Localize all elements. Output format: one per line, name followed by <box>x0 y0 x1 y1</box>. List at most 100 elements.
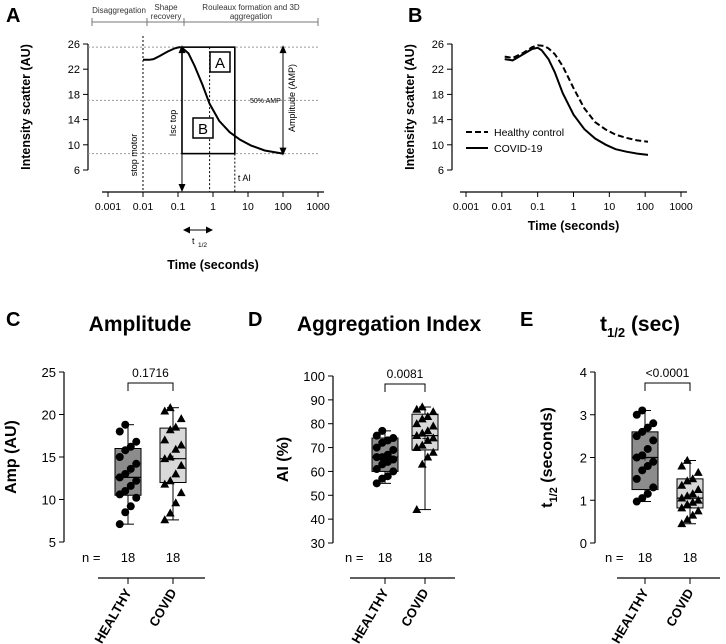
data-point <box>176 460 186 469</box>
data-point <box>160 479 170 488</box>
arrow-head <box>178 184 186 192</box>
stop-motor-label: stop motor <box>129 134 139 177</box>
data-point <box>428 447 438 456</box>
title-suffix: (sec) <box>625 313 680 336</box>
data-point <box>638 494 647 503</box>
panel-letter-d: D <box>248 309 262 331</box>
data-point <box>428 407 438 416</box>
data-point <box>171 469 181 478</box>
data-point <box>165 508 175 517</box>
legend: Healthy control COVID-19 <box>466 127 564 155</box>
data-point <box>417 414 427 423</box>
t-half-subscript: 1/2 <box>198 242 207 249</box>
data-point <box>682 514 692 523</box>
n-label: n = <box>82 550 100 565</box>
y-tick-label: 90 <box>311 393 325 408</box>
data-point <box>121 487 130 495</box>
data-point <box>677 461 687 470</box>
data-point <box>378 426 387 435</box>
data-point <box>132 437 141 446</box>
y-axis-label: AI (%) <box>275 437 292 482</box>
data-point <box>677 493 687 502</box>
y-tick-label: 4 <box>580 365 587 380</box>
y-tick-label: 1 <box>580 493 587 508</box>
significance-bracket: <0.0001 <box>644 366 691 391</box>
data-point <box>412 442 422 451</box>
data-point <box>632 432 641 441</box>
series-line-covid <box>504 46 649 156</box>
n-value: 18 <box>121 550 135 565</box>
data-point <box>412 505 422 513</box>
p-value: <0.0001 <box>646 366 690 380</box>
data-point <box>126 442 135 451</box>
data-point <box>412 431 422 440</box>
p-value: 0.0081 <box>387 367 424 381</box>
data-point <box>688 497 698 506</box>
data-point <box>693 484 703 493</box>
data-point <box>682 455 692 464</box>
y-axis-label: Intensity scatter (AU) <box>19 44 33 170</box>
phase-label-disaggregation: Disaggregation <box>92 6 146 15</box>
data-point <box>412 419 422 428</box>
arrow-head <box>279 45 287 54</box>
x-category-label: COVID <box>146 586 180 629</box>
y-tick-label: 14 <box>68 115 80 127</box>
data-point <box>423 411 433 420</box>
data-point <box>643 462 652 471</box>
data-point <box>372 453 381 462</box>
x-axis-label: Time (seconds) <box>528 219 619 233</box>
area-a-label: A <box>209 51 231 73</box>
x-axis-label: Time (seconds) <box>167 258 258 272</box>
data-point <box>649 457 658 466</box>
data-point <box>372 465 381 474</box>
t-ai-label: t AI <box>238 173 251 183</box>
y-tick-label: 10 <box>42 493 56 508</box>
data-point <box>643 423 652 432</box>
half-amp-label: 50% AMP <box>250 98 281 105</box>
data-point <box>165 403 175 412</box>
x-tick-label: 0.001 <box>95 201 121 213</box>
n-value: 18 <box>166 550 180 565</box>
data-point <box>132 476 141 485</box>
data-point <box>632 474 641 483</box>
x-tick-label: 0.001 <box>453 201 479 213</box>
y-tick-label: 50 <box>311 488 325 503</box>
mean-marker: + <box>422 433 428 445</box>
data-point <box>171 422 181 431</box>
y-tick-label: 18 <box>432 89 444 101</box>
phase-label-shape-recovery: Shape recovery <box>151 3 182 21</box>
data-point <box>638 427 647 436</box>
n-value: 18 <box>378 550 392 565</box>
data-point <box>115 427 124 436</box>
y-tick-label: 15 <box>42 450 56 465</box>
arrow-head <box>206 226 213 234</box>
data-point <box>165 425 175 434</box>
data-point <box>688 489 698 498</box>
area-b-label: B <box>192 117 214 139</box>
data-point <box>121 470 130 478</box>
x-category-label: HEALTHY <box>608 586 651 644</box>
y-tick-label: 6 <box>74 165 80 177</box>
data-point <box>649 419 658 428</box>
amplitude-label: Amplitude (AMP) <box>287 64 297 132</box>
y-tick-label: 60 <box>311 464 325 479</box>
title-subscript: 1/2 <box>607 325 625 340</box>
y-axis-label: Intensity scatter (AU) <box>403 44 417 170</box>
data-point <box>638 406 647 415</box>
data-point <box>115 453 124 461</box>
y-tick-label: 2 <box>580 451 587 466</box>
x-tick-label: 0.01 <box>492 201 513 213</box>
data-point <box>126 464 135 473</box>
y-tick-label: 18 <box>68 89 80 101</box>
x-tick-label: 0.1 <box>171 201 186 213</box>
panel-c-chart: Amplitude 5 10 15 20 25 Amp (AU) n = 18 18 HEALTHY… <box>3 313 205 644</box>
data-point <box>417 402 427 411</box>
data-point <box>176 440 186 449</box>
panel-d-chart: Aggregation Index 30 40 50 60 70 80 90 100 AI (%)… <box>275 313 481 644</box>
data-point <box>165 452 175 461</box>
scatter-curve <box>143 46 284 155</box>
y-tick-label: 70 <box>311 441 325 456</box>
data-point <box>693 506 703 515</box>
panel-title: t1/2 (sec) <box>600 313 680 340</box>
